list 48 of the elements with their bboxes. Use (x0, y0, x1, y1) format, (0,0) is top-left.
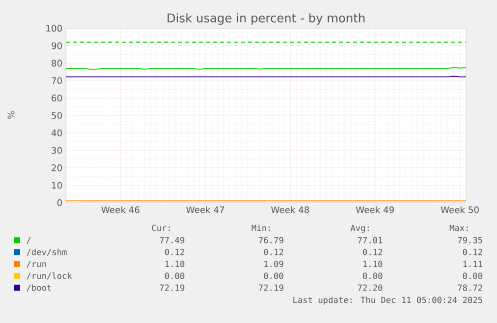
text: 77.01 (358, 236, 382, 244)
text: 1.09 (264, 260, 284, 268)
y-tick-label: 0 (57, 199, 62, 206)
y-tick-label: 40 (52, 130, 62, 136)
text: 0.12 (264, 248, 284, 256)
text: 72.19 (258, 284, 284, 291)
text: 1.10 (363, 260, 382, 268)
x-tick-label: Week 48 (271, 206, 310, 214)
text: Avg: (350, 224, 369, 233)
text: 1.10 (165, 260, 184, 268)
text: Max: (450, 224, 468, 232)
text: 72.19 (160, 284, 184, 291)
y-tick-label: 100 (46, 24, 62, 32)
text: 78.72 (458, 284, 482, 291)
text: 0.00 (164, 272, 184, 280)
text: 76.79 (258, 236, 284, 244)
legend-label: /boot (26, 284, 51, 292)
legend-label: / (26, 237, 31, 244)
legend-label: /dev/shm (26, 248, 67, 256)
x-tick-label: Week 50 (440, 206, 479, 214)
text: 79.35 (458, 236, 482, 244)
text: Last update: Thu Dec 11 05:00:24 2025 (293, 296, 482, 305)
y-tick-label: 60 (52, 94, 62, 102)
text: 0.12 (164, 248, 184, 256)
y-axis-title: % (8, 111, 14, 119)
text: 0.00 (264, 272, 284, 280)
text: 0.00 (462, 272, 482, 280)
y-tick-label: 80 (52, 60, 62, 67)
x-tick-label: Week 46 (101, 206, 140, 214)
x-tick-label: Week 49 (356, 206, 394, 214)
y-tick-label: 70 (52, 77, 62, 84)
legend-label: /run (26, 260, 46, 268)
y-tick-label: 10 (52, 182, 62, 189)
text: 0.00 (362, 272, 382, 280)
text: 0.12 (462, 248, 482, 256)
text: 1.11 (463, 260, 482, 267)
x-tick-label: Week 47 (186, 206, 224, 214)
text: 72.20 (358, 284, 382, 291)
y-tick-label: 50 (52, 112, 62, 119)
text: 0.12 (362, 248, 382, 256)
text: Min: (252, 224, 270, 231)
y-tick-label: 30 (52, 146, 62, 154)
text: 77.49 (160, 236, 184, 244)
chart-title: Disk usage in percent - by month (168, 13, 365, 25)
y-tick-label: 90 (52, 42, 62, 50)
text: Cur: (152, 224, 170, 232)
legend-label: /run/lock (26, 272, 72, 280)
y-tick-label: 20 (52, 164, 62, 172)
